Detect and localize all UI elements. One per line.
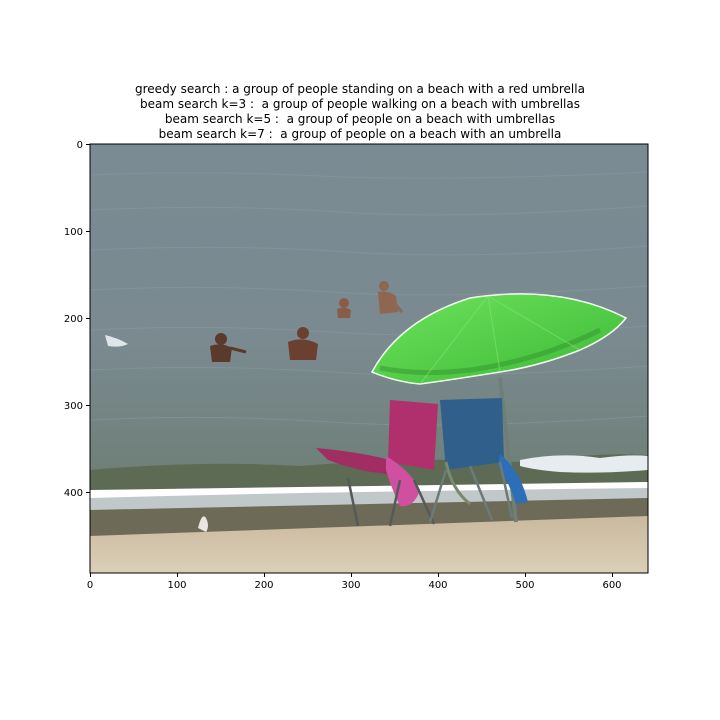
sand: [90, 516, 648, 573]
x-tick-600: 600: [602, 573, 622, 591]
x-tick-400: 400: [428, 573, 448, 591]
chair-pink: [316, 400, 438, 527]
umbrella-pattern: [379, 327, 602, 376]
y-tick-label: 200: [64, 314, 83, 325]
umbrella-canopy: [370, 293, 628, 385]
umbrella-pole: [498, 377, 518, 523]
x-tick-label: 400: [428, 580, 447, 591]
x-tick-label: 600: [602, 580, 621, 591]
chair-blue: [428, 398, 528, 523]
x-tick-label: 100: [167, 580, 186, 591]
swimmer-1: [210, 333, 247, 362]
swimmer-3: [337, 298, 351, 318]
y-tick-label: 300: [64, 401, 83, 412]
swimmer-2: [288, 327, 318, 360]
x-tick-300: 300: [341, 573, 361, 591]
y-tick-200: 200: [64, 314, 90, 325]
x-axis: 0 100 200 300 400 500 600: [87, 573, 622, 591]
x-tick-200: 200: [254, 573, 274, 591]
image-frame: [89, 143, 649, 574]
seagull: [198, 516, 208, 532]
y-tick-label: 100: [64, 227, 83, 238]
y-tick-label: 400: [64, 488, 83, 499]
wave-foam: [520, 455, 648, 473]
y-tick-label: 0: [77, 140, 83, 151]
y-tick-300: 300: [64, 401, 90, 412]
caption-greedy: greedy search : a group of people standi…: [135, 82, 585, 96]
x-tick-0: 0: [87, 573, 93, 591]
umbrella-rib: [419, 295, 581, 385]
x-tick-100: 100: [167, 573, 187, 591]
caption-beam-k7: beam search k=7 : a group of people on a…: [158, 127, 562, 141]
wave-splash: [105, 335, 128, 347]
y-tick-100: 100: [64, 227, 90, 238]
shore-foam: [90, 488, 648, 512]
swimmer-4: [378, 281, 404, 314]
y-tick-400: 400: [64, 488, 90, 499]
y-axis: 0 100 200 300 400: [64, 140, 90, 499]
x-tick-label: 200: [254, 580, 273, 591]
x-tick-label: 500: [515, 580, 534, 591]
x-tick-label: 0: [87, 580, 93, 591]
photo: [90, 144, 648, 573]
caption-beam-k3: beam search k=3 : a group of people walk…: [140, 97, 580, 111]
x-tick-label: 300: [341, 580, 360, 591]
x-tick-500: 500: [515, 573, 535, 591]
pebbles: [90, 498, 648, 538]
y-tick-0: 0: [77, 140, 90, 151]
caption-beam-k5: beam search k=5 : a group of people on a…: [164, 112, 556, 126]
